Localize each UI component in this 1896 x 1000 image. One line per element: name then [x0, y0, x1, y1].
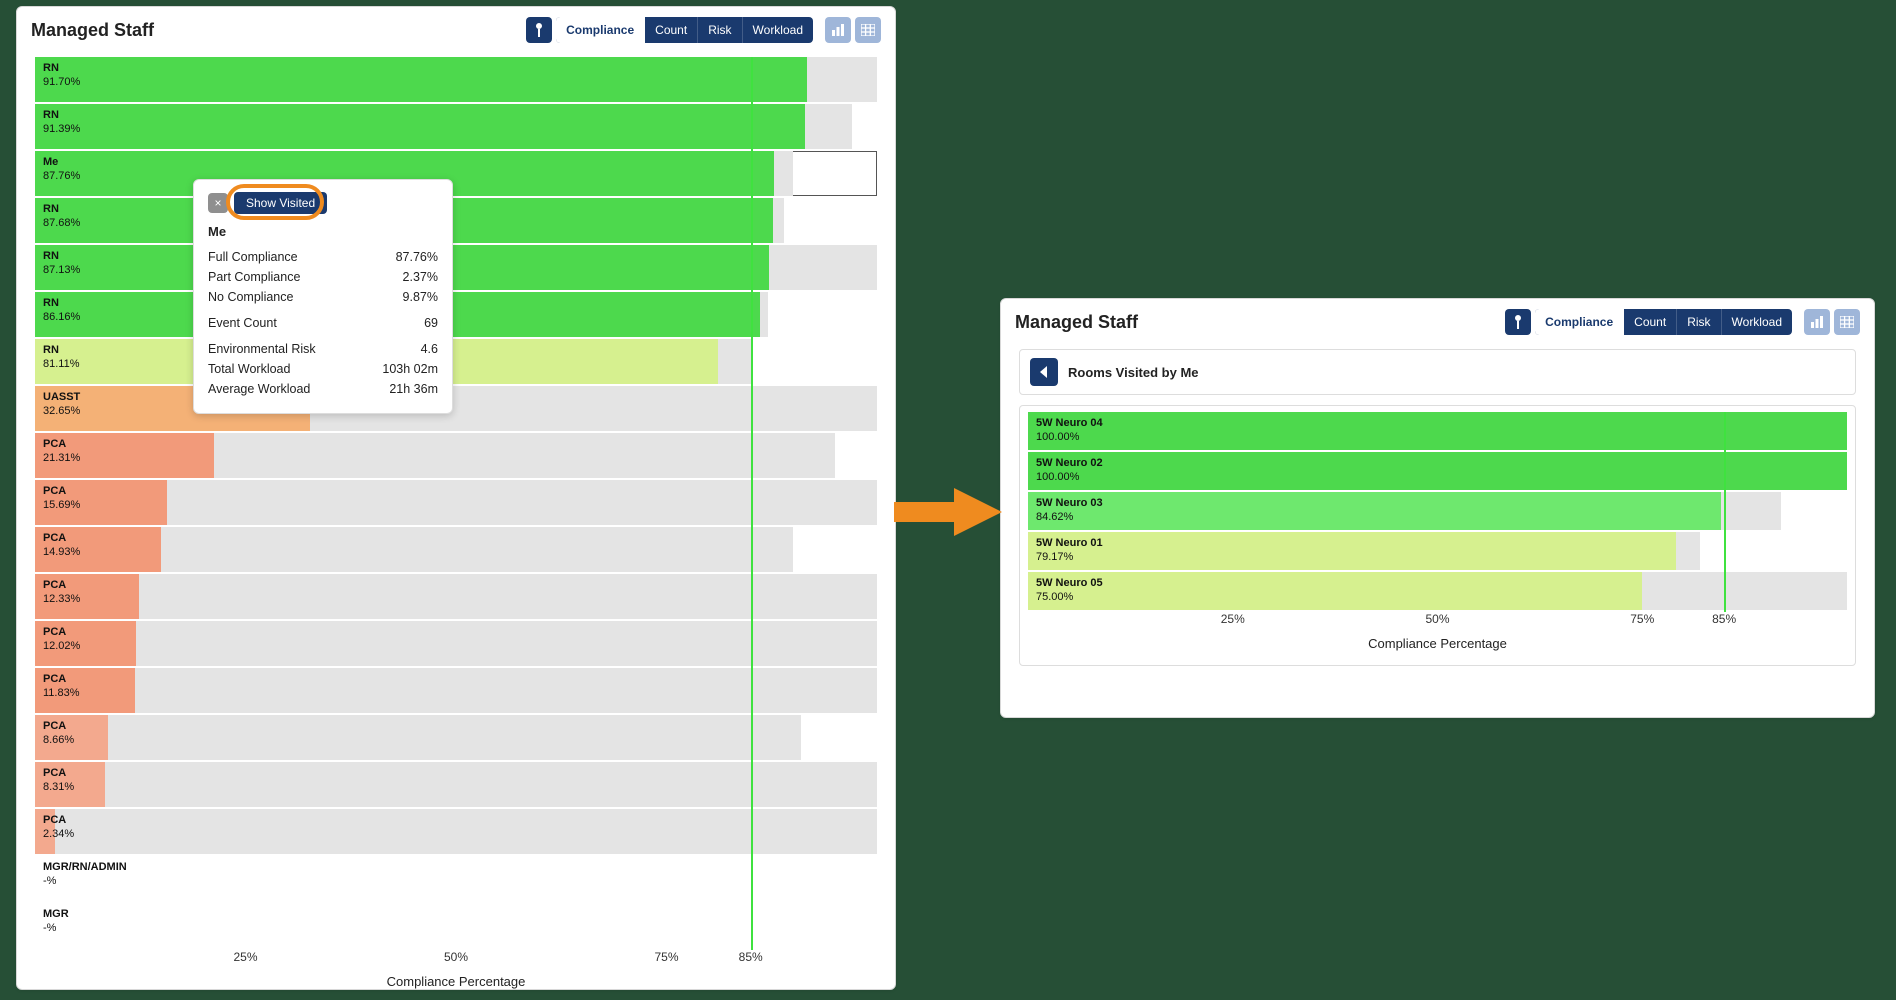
- metric-tab-compliance[interactable]: Compliance: [556, 17, 645, 43]
- bar-label: RN87.13%: [43, 249, 80, 277]
- x-tick: 50%: [444, 950, 468, 964]
- x-tick: 50%: [1425, 612, 1449, 626]
- transition-arrow-icon: [894, 484, 1004, 540]
- bar-label: PCA14.93%: [43, 531, 80, 559]
- bar-fill: [1028, 572, 1642, 610]
- tooltip-actions: × Show Visited: [208, 192, 438, 214]
- back-button[interactable]: [1030, 358, 1058, 386]
- tooltip-row: Environmental Risk4.6: [208, 339, 438, 359]
- bar-chart-icon: [831, 24, 845, 36]
- bar-label: 5W Neuro 0179.17%: [1036, 536, 1103, 564]
- filter-icon-button[interactable]: [1505, 309, 1531, 335]
- right-toolbar: ComplianceCountRiskWorkload: [1505, 309, 1860, 335]
- metric-tab-count[interactable]: Count: [1624, 309, 1677, 335]
- bar-label: 5W Neuro 0575.00%: [1036, 576, 1103, 604]
- metric-tab-compliance[interactable]: Compliance: [1535, 309, 1624, 335]
- right-panel-title: Managed Staff: [1015, 312, 1138, 333]
- bar-fill: [1028, 532, 1676, 570]
- tooltip-row: Event Count69: [208, 313, 438, 333]
- bar-fill: [35, 104, 805, 149]
- tooltip-row: No Compliance9.87%: [208, 287, 438, 307]
- metric-tab-workload[interactable]: Workload: [1722, 309, 1792, 335]
- x-tick: 85%: [1712, 612, 1736, 626]
- tooltip-close-button[interactable]: ×: [208, 193, 228, 213]
- bar-label: PCA8.31%: [43, 766, 74, 794]
- filter-icon: [533, 23, 545, 37]
- metric-tab-risk[interactable]: Risk: [1677, 309, 1721, 335]
- chart-view-button[interactable]: [1804, 309, 1830, 335]
- bar-tooltip: × Show Visited Me Full Compliance87.76%P…: [193, 179, 453, 414]
- bar-label: RN81.11%: [43, 343, 80, 371]
- metric-tab-risk[interactable]: Risk: [698, 17, 742, 43]
- left-chart-area: RN91.70% RN91.39% Me87.76% RN87.68% RN87.13%…: [31, 57, 881, 989]
- tooltip-row: Total Workload103h 02m: [208, 359, 438, 379]
- chart-view-button[interactable]: [825, 17, 851, 43]
- left-x-axis-label: Compliance Percentage: [35, 974, 877, 989]
- right-x-axis-label: Compliance Percentage: [1028, 636, 1847, 651]
- bar-label: RN86.16%: [43, 296, 80, 324]
- bar-label: RN91.70%: [43, 61, 80, 89]
- show-visited-button[interactable]: Show Visited: [234, 192, 327, 214]
- left-x-ticks: 25% 50% 75% 85%: [35, 950, 877, 968]
- bar-label: PCA12.33%: [43, 578, 80, 606]
- x-tick: 25%: [1221, 612, 1245, 626]
- bar-label: RN91.39%: [43, 108, 80, 136]
- left-panel: Managed Staff ComplianceCountRiskWorkloa…: [16, 6, 896, 990]
- bar-fill: [1028, 492, 1721, 530]
- bar-label: MGR/RN/ADMIN-%: [43, 860, 127, 888]
- bar-label: 5W Neuro 0384.62%: [1036, 496, 1103, 524]
- bar-label: RN87.68%: [43, 202, 80, 230]
- left-toolbar: ComplianceCountRiskWorkload: [526, 17, 881, 43]
- right-bars: 5W Neuro 04100.00% 5W Neuro 02100.00% 5W N…: [1028, 412, 1847, 610]
- table-view-button[interactable]: [1834, 309, 1860, 335]
- bar-track: [35, 715, 801, 760]
- right-chart-wrap: 5W Neuro 04100.00% 5W Neuro 02100.00% 5W N…: [1019, 405, 1856, 666]
- bar-label: PCA21.31%: [43, 437, 80, 465]
- bar-chart-icon: [1810, 316, 1824, 328]
- tooltip-title: Me: [208, 224, 438, 239]
- tooltip-row: Part Compliance2.37%: [208, 267, 438, 287]
- x-tick: 25%: [233, 950, 257, 964]
- bar-label: PCA15.69%: [43, 484, 80, 512]
- filter-icon-button[interactable]: [526, 17, 552, 43]
- bar-label: UASST32.65%: [43, 390, 80, 418]
- bar-label: PCA12.02%: [43, 625, 80, 653]
- left-metric-segmented: ComplianceCountRiskWorkload: [556, 17, 813, 43]
- table-icon: [861, 24, 875, 36]
- bar-label: MGR-%: [43, 907, 69, 935]
- right-metric-segmented: ComplianceCountRiskWorkload: [1535, 309, 1792, 335]
- left-panel-title: Managed Staff: [31, 20, 154, 41]
- table-view-button[interactable]: [855, 17, 881, 43]
- filter-icon: [1512, 315, 1524, 329]
- table-icon: [1840, 316, 1854, 328]
- bar-label: PCA8.66%: [43, 719, 74, 747]
- back-title: Rooms Visited by Me: [1068, 365, 1199, 380]
- x-tick: 75%: [1630, 612, 1654, 626]
- right-panel: Managed Staff ComplianceCountRiskWorkloa…: [1000, 298, 1875, 718]
- left-bars: RN91.70% RN91.39% Me87.76% RN87.68% RN87.13%…: [35, 57, 877, 948]
- chevron-left-icon: [1039, 366, 1049, 378]
- bar-label: PCA11.83%: [43, 672, 80, 700]
- benchmark-line: [1724, 412, 1726, 612]
- metric-tab-workload[interactable]: Workload: [743, 17, 813, 43]
- back-header: Rooms Visited by Me: [1019, 349, 1856, 395]
- metric-tab-count[interactable]: Count: [645, 17, 698, 43]
- bar-fill: [35, 57, 807, 102]
- benchmark-line: [751, 57, 753, 950]
- tooltip-row: Average Workload21h 36m: [208, 379, 438, 399]
- bar-label: 5W Neuro 02100.00%: [1036, 456, 1103, 484]
- left-panel-header: Managed Staff ComplianceCountRiskWorkloa…: [31, 17, 881, 43]
- right-panel-header: Managed Staff ComplianceCountRiskWorkloa…: [1015, 309, 1860, 335]
- bar-label: Me87.76%: [43, 155, 80, 183]
- bar-label: 5W Neuro 04100.00%: [1036, 416, 1103, 444]
- tooltip-row: Full Compliance87.76%: [208, 247, 438, 267]
- bar-label: PCA2.34%: [43, 813, 74, 841]
- x-tick: 85%: [739, 950, 763, 964]
- x-tick: 75%: [654, 950, 678, 964]
- right-x-ticks: 25% 50% 75% 85%: [1028, 612, 1847, 630]
